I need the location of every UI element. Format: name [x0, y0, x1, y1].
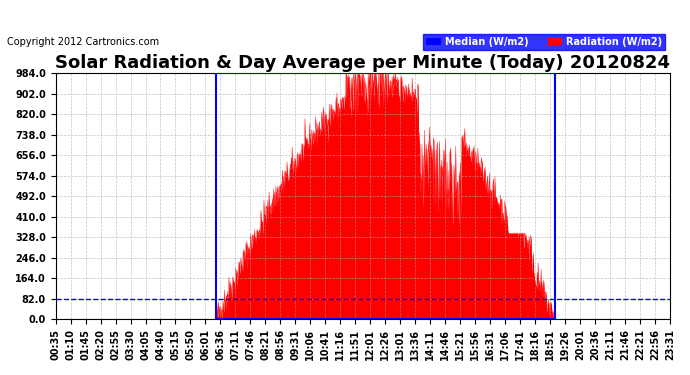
- Title: Solar Radiation & Day Average per Minute (Today) 20120824: Solar Radiation & Day Average per Minute…: [55, 54, 670, 72]
- Bar: [216, 74, 555, 319]
- Text: Copyright 2012 Cartronics.com: Copyright 2012 Cartronics.com: [7, 37, 159, 47]
- Legend: Median (W/m2), Radiation (W/m2): Median (W/m2), Radiation (W/m2): [423, 34, 665, 50]
